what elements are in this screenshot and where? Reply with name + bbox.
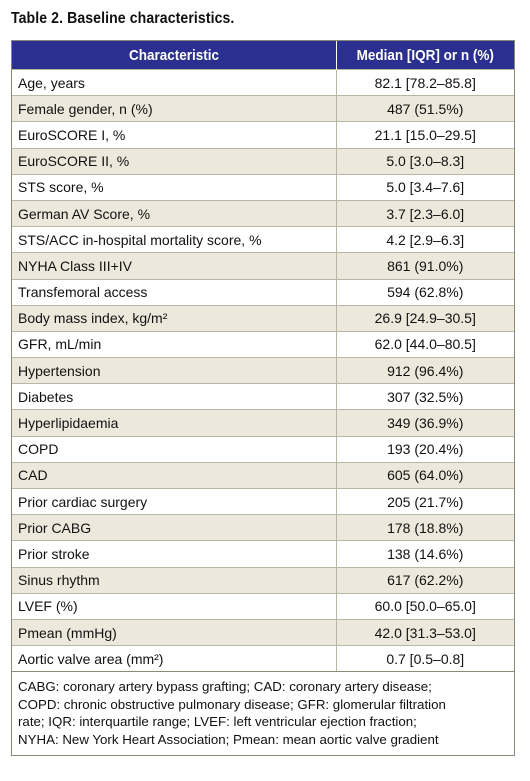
table-row: CAD 605 (64.0%): [12, 461, 514, 489]
characteristic-cell: Age, years: [12, 68, 337, 96]
characteristic-cell: COPD: [12, 435, 337, 463]
value-cell: 5.0 [3.4–7.6]: [336, 173, 514, 201]
value-cell: 594 (62.8%): [336, 278, 514, 306]
table-row: LVEF (%) 60.0 [50.0–65.0]: [12, 592, 514, 620]
table-row: Diabetes 307 (32.5%): [12, 383, 514, 410]
table-footnote: CABG: coronary artery bypass grafting; C…: [12, 671, 514, 756]
value-cell: 62.0 [44.0–80.5]: [336, 330, 514, 358]
value-cell: 605 (64.0%): [336, 461, 514, 489]
value-cell: 3.7 [2.3–6.0]: [336, 199, 514, 227]
table-row: Prior cardiac surgery 205 (21.7%): [12, 487, 514, 515]
characteristic-cell: Sinus rhythm: [12, 566, 337, 594]
table-row: Female gender, n (%) 487 (51.5%): [12, 95, 514, 122]
value-cell: 21.1 [15.0–29.5]: [336, 121, 514, 149]
table-row: Hypertension 912 (96.4%): [12, 357, 514, 384]
table-caption: Table 2. Baseline characteristics.: [11, 10, 235, 27]
characteristic-cell: Pmean (mmHg): [12, 618, 337, 646]
characteristic-cell: German AV Score, %: [12, 199, 337, 227]
table-row: Prior CABG 178 (18.8%): [12, 514, 514, 541]
table-row: STS/ACC in-hospital mortality score, % 4.…: [12, 226, 514, 253]
characteristic-cell: NYHA Class III+IV: [12, 252, 337, 279]
characteristic-cell: CAD: [12, 461, 337, 489]
characteristic-cell: Hyperlipidaemia: [12, 409, 337, 437]
characteristic-cell: STS score, %: [12, 173, 337, 201]
value-cell: 60.0 [50.0–65.0]: [336, 592, 514, 620]
table-row: EuroSCORE II, % 5.0 [3.0–8.3]: [12, 147, 514, 175]
value-cell: 4.2 [2.9–6.3]: [336, 226, 514, 253]
table-row: Aortic valve area (mm²) 0.7 [0.5–0.8]: [12, 645, 514, 672]
characteristic-cell: Female gender, n (%): [12, 95, 337, 122]
characteristic-cell: Transfemoral access: [12, 278, 337, 306]
value-cell: 138 (14.6%): [336, 540, 514, 568]
characteristic-cell: Prior stroke: [12, 540, 337, 568]
value-cell: 178 (18.8%): [336, 514, 514, 541]
table-row: Transfemoral access 594 (62.8%): [12, 278, 514, 306]
value-cell: 0.7 [0.5–0.8]: [336, 645, 514, 672]
table-row: COPD 193 (20.4%): [12, 435, 514, 463]
characteristic-cell: Hypertension: [12, 357, 337, 384]
value-cell: 617 (62.2%): [336, 566, 514, 594]
table-row: German AV Score, % 3.7 [2.3–6.0]: [12, 199, 514, 227]
table-row: Prior stroke 138 (14.6%): [12, 540, 514, 568]
table-row: GFR, mL/min 62.0 [44.0–80.5]: [12, 330, 514, 358]
value-cell: 42.0 [31.3–53.0]: [336, 618, 514, 646]
footnote-line: COPD: chronic obstructive pulmonary dise…: [18, 696, 446, 712]
value-cell: 307 (32.5%): [336, 383, 514, 410]
footnote-line: rate; IQR: interquartile range; LVEF: le…: [18, 714, 417, 730]
value-cell: 349 (36.9%): [336, 409, 514, 437]
characteristic-cell: Body mass index, kg/m²: [12, 304, 337, 332]
data-table: Characteristic Median [IQR] or n (%) Age…: [12, 41, 514, 672]
table-row: Hyperlipidaemia 349 (36.9%): [12, 409, 514, 437]
footnote-line: CABG: coronary artery bypass grafting; C…: [18, 679, 432, 695]
characteristic-cell: EuroSCORE I, %: [12, 121, 337, 149]
value-cell: 912 (96.4%): [336, 357, 514, 384]
characteristic-cell: Aortic valve area (mm²): [12, 645, 337, 672]
table-row: EuroSCORE I, % 21.1 [15.0–29.5]: [12, 121, 514, 149]
value-cell: 193 (20.4%): [336, 435, 514, 463]
table-header: Characteristic Median [IQR] or n (%): [12, 41, 514, 70]
value-cell: 861 (91.0%): [336, 252, 514, 279]
characteristic-cell: LVEF (%): [12, 592, 337, 620]
characteristic-cell: Diabetes: [12, 383, 337, 410]
characteristic-cell: STS/ACC in-hospital mortality score, %: [12, 226, 337, 253]
characteristic-cell: Prior CABG: [12, 514, 337, 541]
value-cell: 487 (51.5%): [336, 95, 514, 122]
header-median-iqr: Median [IQR] or n (%): [336, 41, 514, 70]
value-cell: 205 (21.7%): [336, 487, 514, 515]
value-cell: 26.9 [24.9–30.5]: [336, 304, 514, 332]
baseline-characteristics-table: Characteristic Median [IQR] or n (%) Age…: [11, 40, 515, 757]
table-row: STS score, % 5.0 [3.4–7.6]: [12, 173, 514, 201]
table-row: Body mass index, kg/m² 26.9 [24.9–30.5]: [12, 304, 514, 332]
value-cell: 5.0 [3.0–8.3]: [336, 147, 514, 175]
table-row: Pmean (mmHg) 42.0 [31.3–53.0]: [12, 618, 514, 646]
table-row: Sinus rhythm 617 (62.2%): [12, 566, 514, 594]
footnote-line: NYHA: New York Heart Association; Pmean:…: [18, 731, 439, 747]
table-body: Age, years 82.1 [78.2–85.8] Female gender,…: [12, 68, 514, 672]
header-characteristic: Characteristic: [12, 41, 337, 70]
characteristic-cell: EuroSCORE II, %: [12, 147, 337, 175]
characteristic-cell: Prior cardiac surgery: [12, 487, 337, 515]
table-row: Age, years 82.1 [78.2–85.8]: [12, 68, 514, 96]
value-cell: 82.1 [78.2–85.8]: [336, 68, 514, 96]
table-row: NYHA Class III+IV 861 (91.0%): [12, 252, 514, 279]
header-row: Characteristic Median [IQR] or n (%): [12, 41, 514, 70]
characteristic-cell: GFR, mL/min: [12, 330, 337, 358]
